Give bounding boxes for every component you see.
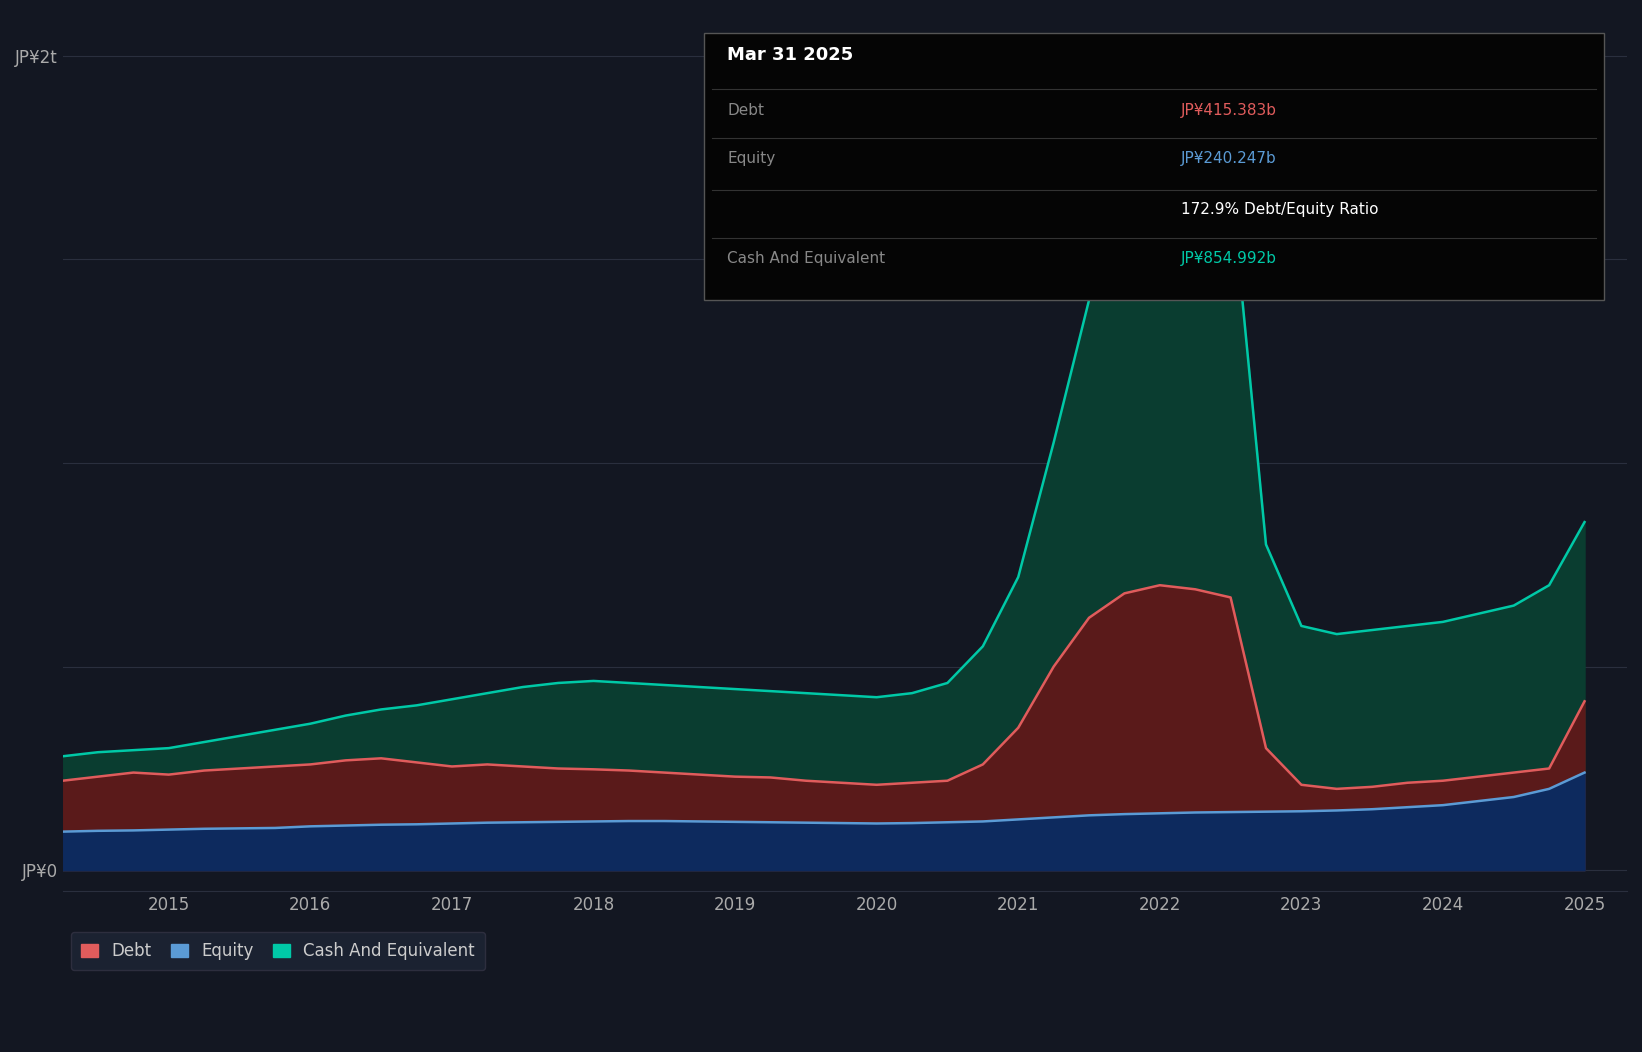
Legend: Debt, Equity, Cash And Equivalent: Debt, Equity, Cash And Equivalent [71,932,484,970]
Text: Debt: Debt [727,102,765,118]
Text: 172.9% Debt/Equity Ratio: 172.9% Debt/Equity Ratio [1181,202,1379,217]
Text: Cash And Equivalent: Cash And Equivalent [727,251,885,266]
Text: Equity: Equity [727,150,775,166]
Text: JP¥854.992b: JP¥854.992b [1181,251,1277,266]
FancyBboxPatch shape [704,33,1604,300]
Text: Mar 31 2025: Mar 31 2025 [727,45,854,64]
Text: JP¥415.383b: JP¥415.383b [1181,102,1277,118]
Text: JP¥240.247b: JP¥240.247b [1181,150,1277,166]
